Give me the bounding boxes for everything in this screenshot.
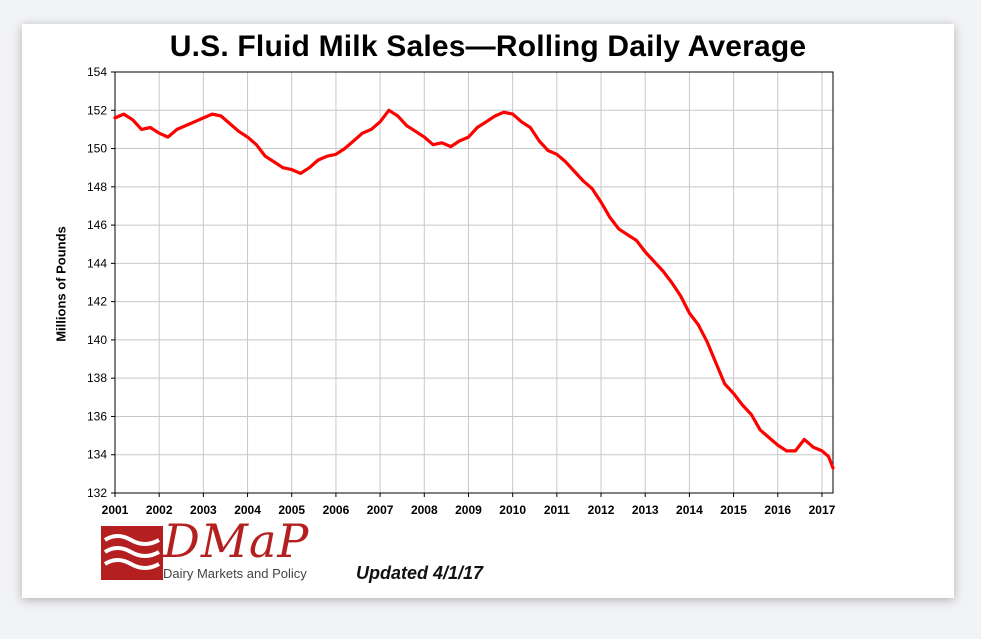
x-tick-label: 2009 (455, 503, 482, 517)
x-tick-label: 2014 (676, 503, 703, 517)
x-tick-label: 2010 (499, 503, 526, 517)
dmap-logo-mark-icon (101, 526, 163, 580)
series-layer (113, 108, 835, 470)
y-tick-label: 142 (87, 295, 107, 309)
x-tick-label: 2011 (544, 503, 570, 517)
y-tick-label: 146 (87, 218, 107, 232)
x-tick-label: 2006 (323, 503, 350, 517)
x-tick-label: 2013 (632, 503, 659, 517)
x-tick-label: 2012 (588, 503, 615, 517)
x-tick-label: 2004 (234, 503, 261, 517)
chart-title: U.S. Fluid Milk Sales—Rolling Daily Aver… (169, 30, 807, 63)
y-tick-label: 136 (87, 409, 107, 423)
y-axis-label: Millions of Pounds (53, 226, 69, 342)
y-tick-label: 138 (87, 371, 107, 385)
series-line (113, 108, 835, 470)
y-tick-label: 134 (87, 448, 107, 462)
logo-wordmark: DMaP (163, 514, 310, 568)
y-tick-label: 132 (87, 486, 107, 500)
y-tick-label: 152 (87, 103, 107, 117)
grid-lines (114, 71, 833, 494)
x-tick-label: 2015 (720, 503, 747, 517)
plot-frame (114, 71, 834, 494)
logo-subtitle: Dairy Markets and Policy (163, 566, 307, 581)
x-tick-label: 2008 (411, 503, 438, 517)
x-tick-label: 2001 (102, 503, 129, 517)
y-tick-label: 148 (87, 180, 107, 194)
x-tick-label: 2002 (146, 503, 173, 517)
y-tick-label: 144 (87, 256, 107, 270)
x-tick-label: 2016 (764, 503, 791, 517)
x-tick-label: 2003 (190, 503, 217, 517)
y-tick-label: 140 (87, 333, 107, 347)
dmap-logo: DMaP Dairy Markets and Policy (101, 514, 331, 586)
x-tick-label: 2017 (809, 503, 836, 517)
x-tick-label: 2005 (278, 503, 305, 517)
y-tick-label: 154 (87, 65, 107, 79)
y-tick-label: 150 (87, 142, 107, 156)
axis-ticks: 2001 2002 2003 2004 2005 2006 2007 2008 2009 2010… (87, 65, 836, 517)
x-tick-label: 2007 (367, 503, 394, 517)
updated-date: Updated 4/1/17 (356, 563, 484, 583)
